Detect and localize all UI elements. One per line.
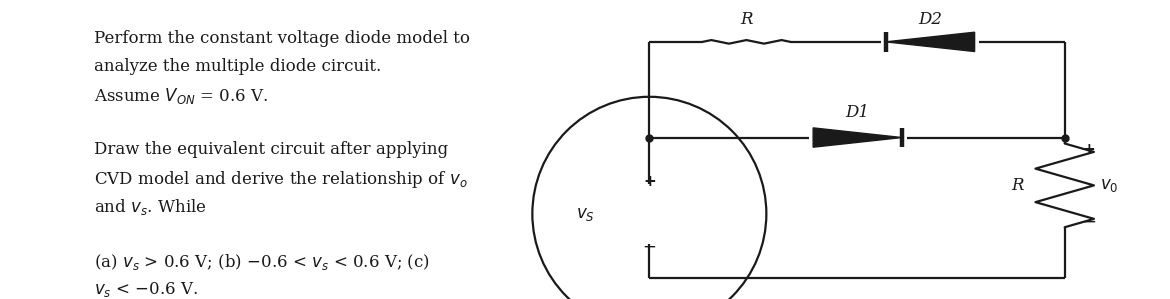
Polygon shape — [813, 128, 902, 147]
Text: $v_s$ < $-$0.6 V.: $v_s$ < $-$0.6 V. — [94, 280, 198, 299]
Text: analyze the multiple diode circuit.: analyze the multiple diode circuit. — [94, 58, 381, 75]
Text: Draw the equivalent circuit after applying: Draw the equivalent circuit after applyi… — [94, 141, 448, 158]
Text: CVD model and derive the relationship of $v_o$: CVD model and derive the relationship of… — [94, 169, 467, 190]
Text: −: − — [642, 237, 656, 256]
Text: Perform the constant voltage diode model to: Perform the constant voltage diode model… — [94, 30, 469, 47]
Text: R: R — [741, 11, 752, 28]
Text: $v_S$: $v_S$ — [576, 205, 594, 223]
Text: D1: D1 — [846, 104, 869, 120]
Text: R: R — [1011, 177, 1024, 194]
Text: −: − — [1082, 212, 1096, 230]
Text: +: + — [1082, 142, 1095, 157]
Text: Assume $V_{ON}$ = 0.6 V.: Assume $V_{ON}$ = 0.6 V. — [94, 86, 268, 106]
Text: and $v_s$. While: and $v_s$. While — [94, 197, 207, 217]
Polygon shape — [886, 32, 975, 51]
Text: +: + — [644, 173, 655, 189]
Text: (a) $v_s$ > 0.6 V; (b) $-$0.6 < $v_s$ < 0.6 V; (c): (a) $v_s$ > 0.6 V; (b) $-$0.6 < $v_s$ < … — [94, 252, 429, 272]
Text: $v_0$: $v_0$ — [1100, 177, 1119, 194]
Text: D2: D2 — [918, 11, 942, 28]
